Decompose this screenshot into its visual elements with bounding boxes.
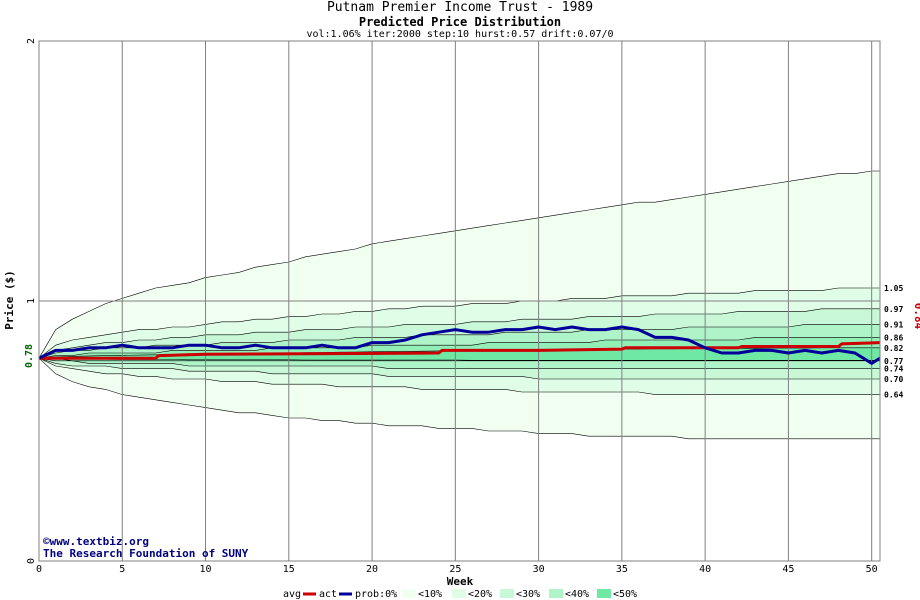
- legend-act-label: act: [319, 589, 337, 600]
- band-end-label: 0.77: [884, 357, 903, 366]
- legend-swatch-10: [452, 589, 466, 598]
- series-act-line: [38, 325, 881, 365]
- plot-area: [38, 40, 881, 562]
- legend: avg act prob:0% <10% <20% <30% <40% <50%: [283, 589, 637, 600]
- series-lines: [38, 325, 881, 365]
- x-axis-ticks: 0 5 10 15 20 25 30 35 40 45 50: [36, 564, 878, 575]
- band-end-label: 0.64: [884, 391, 903, 400]
- x-tick-label: 10: [200, 564, 212, 575]
- simulation-params: vol:1.06% iter:2000 step:10 hurst:0.57 d…: [306, 29, 613, 40]
- legend-b30-label: <30%: [516, 589, 540, 600]
- grid-lines: [39, 41, 880, 561]
- x-tick-label: 45: [782, 564, 794, 575]
- legend-avg-label: avg: [283, 589, 301, 600]
- band-end-label: 1.05: [884, 284, 903, 293]
- x-tick-label: 50: [866, 564, 878, 575]
- band-end-label: 0.97: [884, 305, 903, 314]
- x-tick-label: 30: [533, 564, 545, 575]
- credit-url: ©www.textbiz.org: [43, 535, 149, 548]
- y-tick-label: 2: [26, 38, 37, 44]
- series-avg-line: [39, 341, 881, 360]
- legend-swatch-30: [549, 589, 563, 598]
- band-end-label: 0.74: [884, 365, 903, 374]
- y-axis-label: Price ($): [3, 270, 16, 330]
- x-axis-label: Week: [447, 575, 474, 588]
- legend-swatch-20: [500, 589, 514, 598]
- probability-bands: [38, 170, 881, 440]
- legend-b40-label: <40%: [565, 589, 589, 600]
- x-tick-label: 40: [699, 564, 711, 575]
- current-price-label: 0.84: [912, 303, 920, 330]
- legend-swatch-40: [597, 589, 611, 598]
- chart-subtitle: Predicted Price Distribution: [359, 15, 561, 29]
- band-end-label: 0.70: [884, 375, 903, 384]
- band-end-label: 0.82: [884, 344, 903, 353]
- band-end-label: 0.86: [884, 333, 903, 342]
- x-tick-label: 0: [36, 564, 42, 575]
- x-tick-label: 20: [366, 564, 378, 575]
- x-tick-label: 35: [616, 564, 628, 575]
- y-tick-label: 1: [26, 298, 37, 304]
- x-tick-label: 15: [283, 564, 295, 575]
- band-end-labels: 1.05 0.97 0.91 0.86 0.82 0.770.740.70 0.64: [884, 284, 903, 400]
- legend-prob-label: prob:0%: [355, 589, 397, 600]
- legend-b20-label: <20%: [468, 589, 492, 600]
- x-tick-label: 25: [449, 564, 461, 575]
- plot-frame: [38, 40, 881, 562]
- legend-b10-label: <10%: [418, 589, 442, 600]
- band-end-label: 0.91: [884, 320, 903, 329]
- chart-title: Putnam Premier Income Trust - 1989: [327, 0, 593, 15]
- legend-swatch-0: [402, 589, 416, 598]
- legend-b50-label: <50%: [613, 589, 637, 600]
- y-tick-label: 0: [26, 558, 37, 564]
- y-axis-ticks: 0 1 2: [26, 38, 37, 564]
- start-price-label: 0.78: [24, 344, 35, 368]
- credit-org: The Research Foundation of SUNY: [43, 547, 249, 560]
- x-tick-label: 5: [119, 564, 125, 575]
